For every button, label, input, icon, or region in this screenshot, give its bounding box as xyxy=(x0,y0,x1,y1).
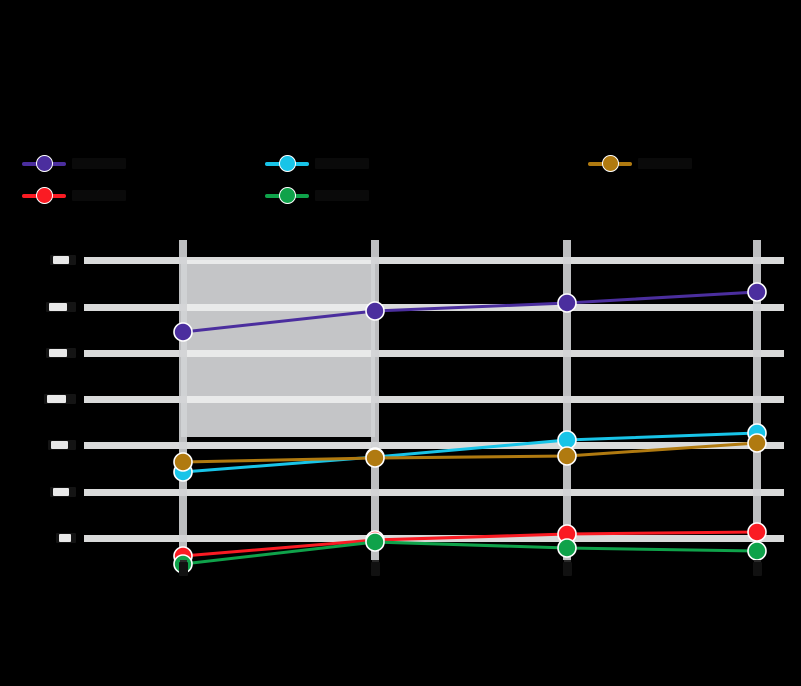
x-axis-tick-label xyxy=(371,562,380,576)
data-point-marker[interactable] xyxy=(557,538,577,558)
y-axis-tick-label xyxy=(46,348,76,358)
y-axis-tick-label xyxy=(50,487,76,497)
y-axis-tick-label xyxy=(46,302,76,312)
series-line xyxy=(181,530,759,558)
legend-marker-icon xyxy=(278,187,296,204)
data-point-marker[interactable] xyxy=(747,541,767,561)
legend-line-swatch xyxy=(265,155,309,172)
legend-label xyxy=(315,158,369,169)
data-point-marker[interactable] xyxy=(747,282,767,302)
x-axis-tick-label xyxy=(563,562,572,576)
legend-item[interactable] xyxy=(265,187,369,204)
legend-item[interactable] xyxy=(265,155,369,172)
legend-label xyxy=(638,158,692,169)
data-point-marker[interactable] xyxy=(365,448,385,468)
data-point-marker[interactable] xyxy=(365,532,385,552)
legend-label xyxy=(315,190,369,201)
x-axis-tick-label xyxy=(179,562,188,576)
chart-legend xyxy=(0,140,801,220)
legend-label xyxy=(72,158,126,169)
gridline xyxy=(84,396,784,403)
series-line xyxy=(181,540,759,566)
legend-marker-icon xyxy=(601,155,619,172)
legend-marker-icon xyxy=(35,187,53,204)
legend-line-swatch xyxy=(22,155,66,172)
vertical-gridline xyxy=(179,240,187,560)
vertical-gridline xyxy=(753,240,761,560)
vertical-gridline xyxy=(371,240,379,560)
legend-item[interactable] xyxy=(22,155,126,172)
data-point-marker[interactable] xyxy=(173,452,193,472)
gridline xyxy=(84,257,784,264)
data-point-marker[interactable] xyxy=(557,446,577,466)
y-axis-tick-label xyxy=(48,440,76,450)
gridline xyxy=(84,350,784,357)
gridline xyxy=(84,489,784,496)
y-axis-tick-label xyxy=(44,394,76,404)
y-axis-tick-label xyxy=(50,255,76,265)
data-point-marker[interactable] xyxy=(747,433,767,453)
legend-marker-icon xyxy=(35,155,53,172)
shaded-region xyxy=(181,260,375,437)
legend-item[interactable] xyxy=(22,187,126,204)
series-lines xyxy=(173,282,767,574)
legend-label xyxy=(72,190,126,201)
y-axis-tick-label xyxy=(56,533,76,543)
series-line xyxy=(181,431,759,474)
gridline xyxy=(84,442,784,449)
legend-marker-icon xyxy=(278,155,296,172)
series-line xyxy=(181,290,759,334)
series-line xyxy=(181,441,759,464)
plot-area xyxy=(0,230,801,600)
legend-item[interactable] xyxy=(588,155,692,172)
legend-line-swatch xyxy=(22,187,66,204)
data-point-marker[interactable] xyxy=(747,522,767,542)
data-point-marker[interactable] xyxy=(365,301,385,321)
legend-line-swatch xyxy=(265,187,309,204)
legend-line-swatch xyxy=(588,155,632,172)
data-point-marker[interactable] xyxy=(173,322,193,342)
data-point-marker[interactable] xyxy=(557,293,577,313)
vertical-gridline xyxy=(563,240,571,560)
x-axis-tick-label xyxy=(753,562,762,576)
